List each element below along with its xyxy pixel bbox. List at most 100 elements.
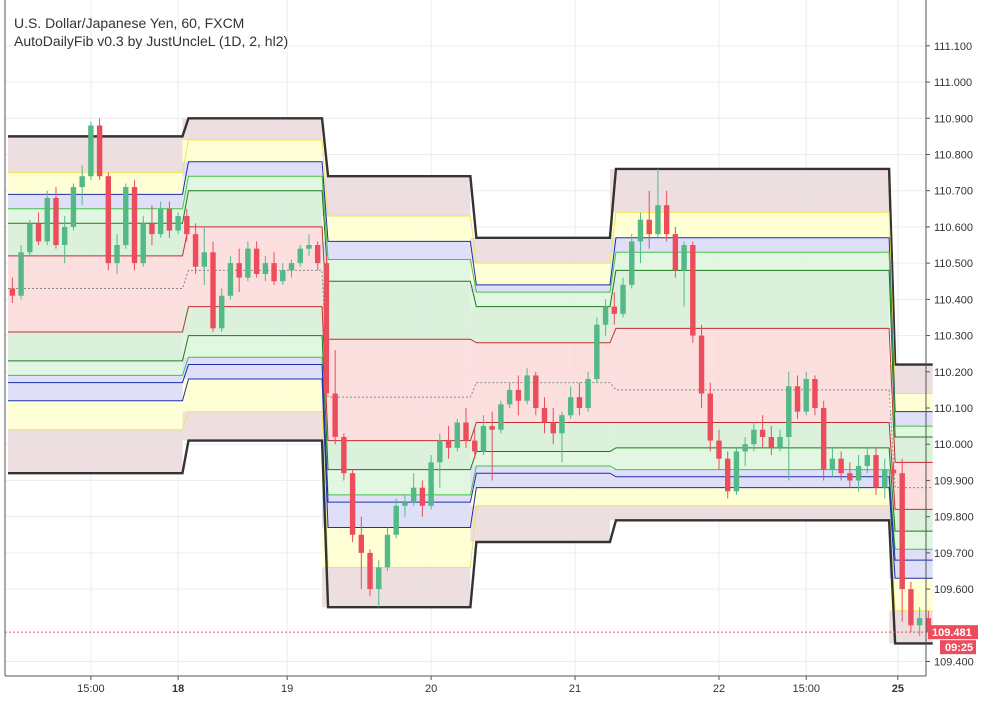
candle-down <box>323 255 330 401</box>
candle-body <box>550 422 556 434</box>
candle-body <box>559 415 565 434</box>
candle-up <box>602 299 609 336</box>
candle-down <box>768 426 775 456</box>
candle-body <box>402 502 408 506</box>
candle-up <box>62 216 68 264</box>
candle-down <box>131 179 138 271</box>
price-tick-label: 110.500 <box>934 258 973 270</box>
fib-band-fill <box>322 241 471 260</box>
candle-body <box>44 197 50 242</box>
candle-down <box>53 187 59 249</box>
candle-body <box>794 386 801 412</box>
price-tick-label: 109.700 <box>934 548 974 560</box>
candle-body <box>306 245 312 249</box>
candle-down <box>35 212 42 246</box>
candle-up <box>79 165 85 206</box>
candle-body <box>192 234 199 267</box>
candle-body <box>812 379 818 408</box>
price-scale[interactable]: 111.100 111.000 110.900 110.800 110.700 110.6… <box>926 41 974 669</box>
candle-down <box>166 201 173 238</box>
candle-body <box>611 306 618 314</box>
candle-body <box>820 408 827 470</box>
candle-body <box>79 176 85 188</box>
candle-body <box>210 252 216 329</box>
candle-down <box>794 375 801 419</box>
candle-body <box>690 245 696 336</box>
candle-up <box>114 234 120 274</box>
candle-up <box>70 183 77 231</box>
candle-up <box>27 219 33 256</box>
candle-body <box>524 375 530 401</box>
candle-body <box>62 226 68 246</box>
candle-body <box>175 216 181 231</box>
fib-band-fill <box>322 259 471 282</box>
candle-down <box>489 411 495 481</box>
candle-down <box>445 426 452 459</box>
candle-up <box>262 255 269 282</box>
fib-level-line <box>8 139 933 395</box>
fib-band-fill <box>8 400 183 430</box>
fib-band-fill <box>609 487 890 506</box>
candle-down <box>349 469 356 542</box>
candle-down <box>690 241 696 343</box>
candle-up <box>219 288 225 332</box>
candle-body <box>480 426 487 452</box>
candle-body <box>585 379 591 408</box>
time-scale[interactable]: 15:00 18 19 20 21 22 15:00 25 <box>77 676 904 695</box>
candle-down <box>271 252 277 285</box>
fib-band-fill <box>609 422 890 448</box>
candle-down <box>820 400 827 481</box>
time-tick-label: 21 <box>569 683 581 695</box>
candle-body <box>751 429 757 445</box>
candle-body <box>847 473 853 481</box>
price-tick-label: 110.100 <box>934 403 973 415</box>
fib-band-fill <box>8 375 183 383</box>
candle-body <box>864 455 870 466</box>
candle-body <box>428 462 434 506</box>
fib-band-fill <box>182 190 323 227</box>
candle-body <box>454 422 460 448</box>
fib-band-fill <box>889 549 933 561</box>
candle-down <box>253 241 260 278</box>
candle-down <box>515 375 522 416</box>
time-tick-label: 19 <box>281 683 293 695</box>
fib-band-fill <box>889 436 933 463</box>
candle-body <box>18 252 24 296</box>
candle-body <box>681 245 687 271</box>
candle-body <box>314 245 321 264</box>
candle-up <box>280 263 286 285</box>
candle-up <box>777 429 783 452</box>
candle-up <box>506 382 513 408</box>
fib-band-fill <box>182 357 323 365</box>
candle-down <box>149 205 155 246</box>
price-tick-label: 110.800 <box>934 149 973 161</box>
candle-body <box>27 223 33 253</box>
fib-band-fill <box>609 469 890 477</box>
fib-band-fill <box>470 237 610 264</box>
fib-band-fill <box>470 342 610 383</box>
candle-up <box>44 190 50 246</box>
fib-band-fill <box>470 263 610 285</box>
fib-band-fill <box>8 331 183 361</box>
fib-band-fill <box>8 172 183 195</box>
candle-up <box>620 277 626 318</box>
candle-down <box>672 226 679 278</box>
candle-down <box>812 375 818 416</box>
candle-up <box>157 201 164 238</box>
candle-up <box>123 183 129 249</box>
candle-down <box>184 208 190 242</box>
fib-band-fill <box>609 252 890 271</box>
candle-body <box>262 263 269 274</box>
fib-band-fill <box>8 208 183 224</box>
candle-up <box>916 607 923 637</box>
candle-body <box>166 208 173 231</box>
fib-band-fill <box>322 339 471 398</box>
candle-body <box>882 469 888 488</box>
candle-up <box>140 216 146 267</box>
candle-body <box>489 426 495 430</box>
candle-up <box>376 560 382 608</box>
candle-down <box>341 433 347 481</box>
candle-body <box>70 187 77 227</box>
candle-down <box>332 350 338 445</box>
